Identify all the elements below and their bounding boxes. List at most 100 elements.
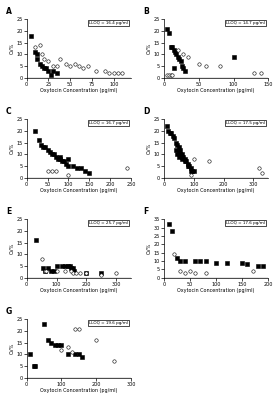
Point: [49, 72, 53, 78]
Point: [175, 254, 179, 261]
Point: [70, 349, 74, 355]
Point: [179, 156, 184, 162]
Point: [45, 146, 50, 153]
Point: [170, 44, 174, 50]
Point: [180, 63, 184, 69]
Point: [169, 130, 174, 136]
Point: [54, 267, 59, 274]
Point: [84, 270, 88, 276]
Point: [43, 144, 48, 150]
Point: [50, 151, 54, 158]
Point: [172, 135, 177, 141]
Point: [111, 358, 116, 364]
X-axis label: Oxytocin Concentration (pg/ml): Oxytocin Concentration (pg/ml): [178, 188, 255, 193]
Point: [197, 60, 201, 67]
Point: [224, 259, 229, 266]
X-axis label: Oxytocin Concentration (pg/ml): Oxytocin Concentration (pg/ml): [178, 288, 255, 293]
Y-axis label: CV%: CV%: [10, 143, 15, 154]
Point: [188, 167, 193, 174]
Point: [177, 56, 181, 62]
Point: [107, 70, 112, 76]
Point: [114, 270, 118, 276]
Point: [259, 70, 264, 76]
Point: [183, 156, 187, 162]
Point: [179, 153, 184, 160]
Point: [176, 46, 180, 53]
Point: [35, 56, 39, 62]
Point: [167, 72, 172, 78]
Point: [245, 261, 250, 267]
Point: [174, 139, 178, 146]
Point: [33, 49, 38, 55]
Point: [42, 56, 46, 62]
X-axis label: Oxytocin Concentration (pg/ml): Oxytocin Concentration (pg/ml): [40, 388, 118, 393]
Point: [40, 63, 45, 69]
Point: [66, 263, 71, 269]
Point: [57, 56, 62, 62]
Point: [188, 165, 193, 171]
Point: [51, 267, 56, 274]
Point: [204, 269, 208, 276]
Point: [69, 265, 74, 271]
Point: [77, 326, 81, 332]
Point: [45, 167, 50, 174]
Point: [78, 270, 83, 276]
Point: [48, 267, 53, 274]
Point: [176, 53, 180, 60]
Point: [33, 128, 37, 134]
Point: [68, 263, 72, 269]
Point: [60, 158, 64, 164]
Point: [51, 63, 55, 69]
Point: [252, 70, 257, 76]
Point: [49, 339, 53, 346]
Text: G: G: [6, 307, 12, 316]
Point: [69, 267, 74, 274]
Point: [111, 70, 116, 76]
Point: [250, 268, 255, 274]
Point: [42, 267, 47, 274]
Point: [177, 144, 181, 150]
Point: [56, 156, 60, 162]
Point: [64, 160, 69, 167]
Point: [181, 65, 186, 71]
X-axis label: Oxytocin Concentration (pg/ml): Oxytocin Concentration (pg/ml): [40, 88, 118, 93]
Point: [198, 258, 203, 264]
Point: [186, 160, 190, 167]
Point: [94, 337, 99, 344]
Point: [169, 228, 174, 234]
Point: [87, 170, 92, 176]
X-axis label: Oxytocin Concentration (pg/ml): Oxytocin Concentration (pg/ml): [40, 288, 118, 293]
Point: [58, 153, 62, 160]
Point: [181, 153, 186, 160]
Point: [72, 60, 77, 67]
Point: [260, 170, 265, 176]
Point: [66, 156, 71, 162]
Point: [181, 51, 186, 58]
Point: [169, 44, 173, 50]
Point: [174, 51, 179, 58]
Point: [173, 49, 177, 55]
Point: [45, 265, 50, 271]
X-axis label: Oxytocin Concentration (pg/ml): Oxytocin Concentration (pg/ml): [178, 88, 255, 93]
Point: [172, 65, 177, 71]
Point: [169, 72, 173, 78]
Point: [42, 65, 46, 71]
Point: [183, 269, 187, 276]
Point: [103, 67, 107, 74]
Point: [165, 72, 170, 78]
Point: [45, 337, 50, 344]
Point: [77, 351, 81, 358]
Point: [54, 263, 59, 269]
Text: E: E: [6, 207, 11, 216]
Point: [58, 156, 62, 162]
Point: [120, 70, 125, 76]
Y-axis label: CV%: CV%: [10, 43, 15, 54]
Y-axis label: CV%: CV%: [147, 243, 152, 254]
Point: [175, 151, 179, 158]
Point: [85, 63, 90, 69]
Point: [116, 70, 120, 76]
Point: [174, 146, 178, 153]
Point: [81, 65, 85, 71]
Point: [29, 32, 33, 39]
Point: [84, 270, 88, 276]
